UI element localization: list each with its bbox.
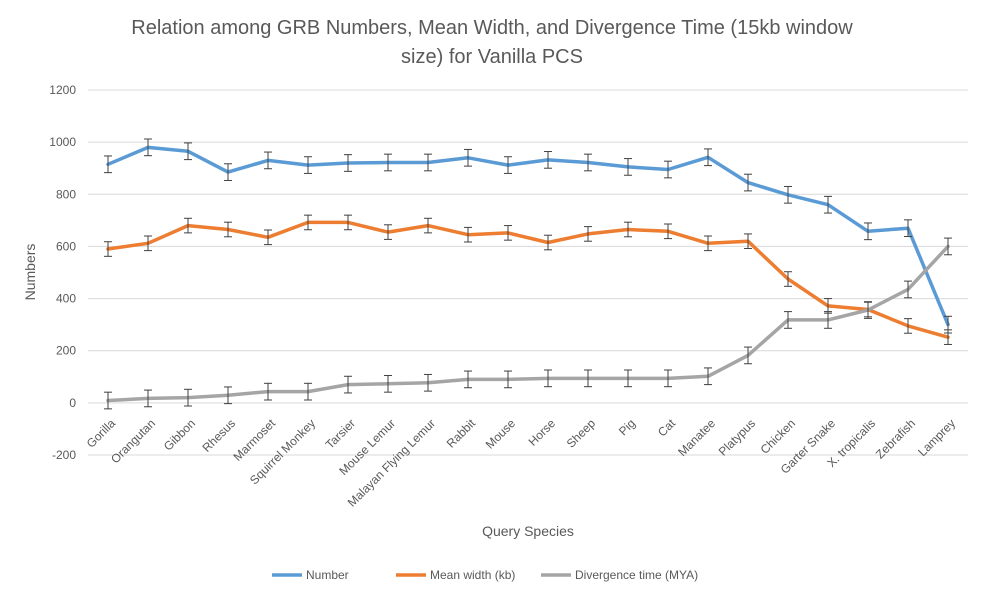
x-tick-label: Manatee — [675, 416, 718, 459]
legend-item: Mean width (kb) — [396, 568, 515, 582]
x-tick-label: Platypus — [716, 416, 758, 458]
y-tick-label: 1200 — [49, 83, 76, 97]
x-tick-label: Gorilla — [84, 416, 119, 451]
x-tick-label: Gibbon — [161, 416, 198, 453]
legend-label: Mean width (kb) — [430, 568, 515, 582]
y-axis-title: Numbers — [22, 244, 38, 301]
series-1 — [104, 215, 952, 344]
y-tick-label: 800 — [56, 187, 76, 201]
x-tick-label: Mouse — [483, 416, 519, 452]
x-tick-label: Lamprey — [915, 416, 958, 459]
legend-item: Number — [272, 568, 349, 582]
chart-title-line-1: Relation among GRB Numbers, Mean Width, … — [131, 17, 853, 39]
y-tick-label: 600 — [56, 239, 76, 253]
y-tick-label: 400 — [56, 292, 76, 306]
x-tick-label: Cat — [655, 416, 679, 440]
y-axis-ticks: -200 0 200 400 600 800 1000 1200 — [49, 83, 76, 462]
x-axis-title: Query Species — [482, 523, 574, 539]
series-group — [104, 139, 952, 409]
x-tick-label: Chicken — [758, 416, 799, 457]
y-tick-label: -200 — [52, 448, 76, 462]
y-tick-label: 1000 — [49, 135, 76, 149]
x-tick-label: Sheep — [564, 416, 599, 451]
legend-label: Number — [306, 568, 349, 582]
series-2 — [104, 238, 952, 409]
legend-label: Divergence time (MYA) — [575, 568, 698, 582]
legend: Number Mean width (kb) Divergence time (MY… — [272, 568, 698, 582]
gridlines — [88, 90, 968, 455]
series-line — [108, 246, 948, 400]
y-tick-label: 0 — [69, 396, 76, 410]
x-tick-label: Rabbit — [444, 416, 479, 451]
chart-title-line-2: size) for Vanilla PCS — [401, 46, 583, 68]
x-tick-label: Tarsier — [323, 416, 358, 451]
x-tick-label: Rhesus — [199, 416, 238, 455]
x-tick-label: Pig — [616, 416, 638, 438]
legend-item: Divergence time (MYA) — [541, 568, 698, 582]
x-tick-label: Horse — [526, 416, 559, 449]
y-tick-label: 200 — [56, 344, 76, 358]
